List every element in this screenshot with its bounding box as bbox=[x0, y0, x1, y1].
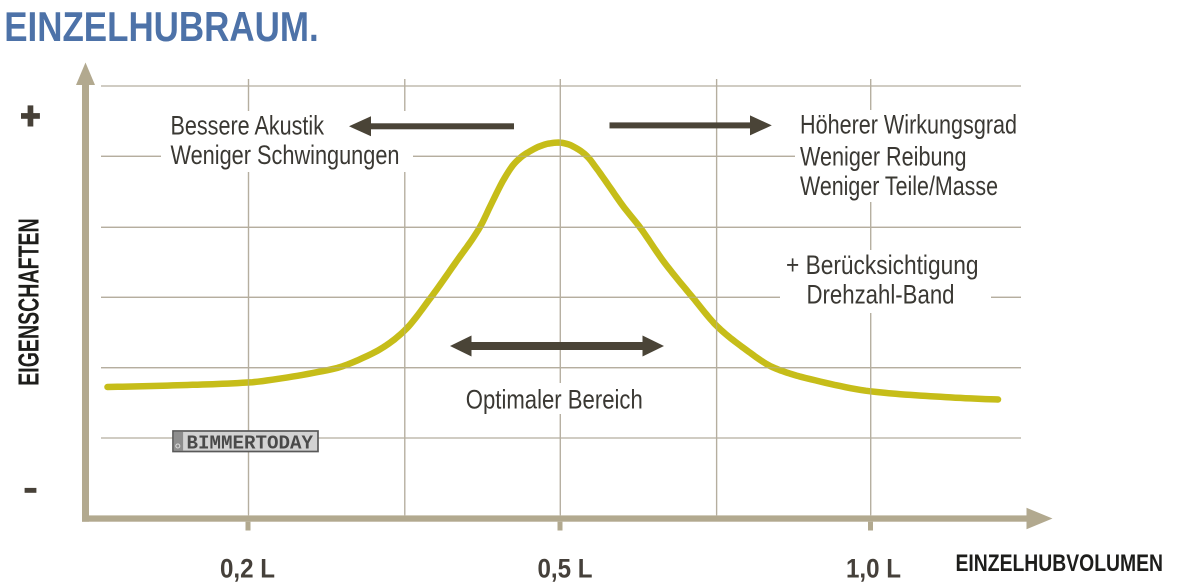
svg-text:Bessere Akustik: Bessere Akustik bbox=[171, 111, 325, 141]
svg-text:EINZELHUBVOLUMEN: EINZELHUBVOLUMEN bbox=[956, 550, 1164, 577]
svg-text:EINZELHUBRAUM.: EINZELHUBRAUM. bbox=[4, 3, 319, 50]
svg-text:Weniger Schwingungen: Weniger Schwingungen bbox=[171, 140, 400, 170]
svg-text:BIMMERTODAY: BIMMERTODAY bbox=[187, 433, 314, 455]
svg-text:EIGENSCHAFTEN: EIGENSCHAFTEN bbox=[13, 218, 45, 386]
svg-text:Weniger Reibung: Weniger Reibung bbox=[800, 141, 967, 171]
svg-text:1,0 L: 1,0 L bbox=[846, 554, 901, 584]
svg-text:Höherer Wirkungsgrad: Höherer Wirkungsgrad bbox=[800, 109, 1017, 139]
svg-text:0,2 L: 0,2 L bbox=[220, 554, 275, 584]
svg-text:0,5 L: 0,5 L bbox=[538, 554, 593, 584]
svg-text:Drehzahl-Band: Drehzahl-Band bbox=[807, 279, 955, 309]
svg-text:Weniger Teile/Masse: Weniger Teile/Masse bbox=[800, 171, 998, 201]
svg-text:+ Berücksichtigung: + Berücksichtigung bbox=[786, 250, 979, 280]
svg-text:Optimaler Bereich: Optimaler Bereich bbox=[466, 385, 643, 415]
